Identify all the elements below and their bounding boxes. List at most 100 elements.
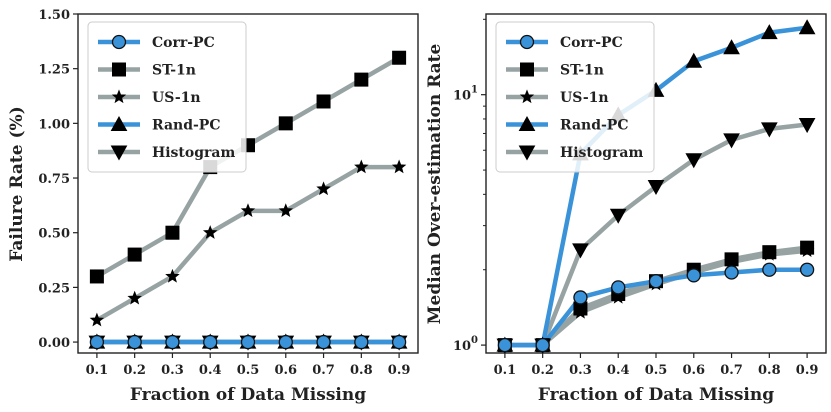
x-tick-label: 0.8 xyxy=(758,363,781,378)
point-st-1n xyxy=(392,50,407,65)
left-y-axis-label: Failure Rate (%) xyxy=(7,106,27,261)
x-tick-label: 0.5 xyxy=(237,363,260,378)
x-tick-label: 0.3 xyxy=(569,363,592,378)
point-corr-pc xyxy=(762,262,777,277)
point-us-1n xyxy=(391,159,407,174)
point-histogram xyxy=(685,153,703,169)
series-line-us-1n xyxy=(94,164,402,323)
y-tick-label: 0.25 xyxy=(38,281,70,296)
x-tick-label: 0.9 xyxy=(388,363,411,378)
point-corr-pc xyxy=(573,290,588,305)
y-tick-label: 100 xyxy=(453,335,478,354)
point-us-1n xyxy=(724,254,739,269)
legend-marker-us-1n xyxy=(519,89,535,104)
point-corr-pc xyxy=(354,334,369,350)
x-tick-label: 0.1 xyxy=(494,363,517,378)
point-us-1n xyxy=(240,203,256,217)
point-corr-pc xyxy=(497,337,513,353)
point-corr-pc xyxy=(648,274,664,289)
legend-marker-us-1n xyxy=(111,89,127,104)
point-corr-pc xyxy=(535,337,550,353)
point-st-1n xyxy=(165,225,180,240)
x-tick-label: 0.2 xyxy=(531,363,554,378)
point-st-1n xyxy=(278,116,293,131)
point-st-1n xyxy=(316,94,331,109)
legend-label-us-1n: US-1n xyxy=(152,90,201,106)
legend-label-st-1n: ST-1n xyxy=(152,63,196,79)
point-corr-pc xyxy=(686,268,701,283)
point-corr-pc xyxy=(278,334,293,350)
legend-label-corr-pc: Corr-PC xyxy=(152,35,215,51)
point-us-1n xyxy=(202,225,218,239)
point-us-1n xyxy=(573,304,588,319)
point-histogram xyxy=(647,179,665,196)
left-x-axis-label: Fraction of Data Missing xyxy=(130,385,366,405)
y-tick-label: 0.50 xyxy=(38,227,70,242)
x-tick-label: 0.2 xyxy=(123,363,146,378)
point-corr-pc xyxy=(724,265,739,280)
point-corr-pc xyxy=(799,262,815,277)
x-tick-label: 0.5 xyxy=(645,363,668,378)
right-legend: Corr-PC ST-1n US-1n Rand-PC Histogram xyxy=(495,21,655,173)
x-tick-label: 0.9 xyxy=(796,363,819,378)
point-corr-pc xyxy=(611,280,626,295)
legend-marker-st-1n xyxy=(520,62,534,77)
legend-marker-histogram xyxy=(110,145,128,161)
y-tick-label: 0.00 xyxy=(38,336,70,351)
point-corr-pc xyxy=(316,334,331,350)
legend-label-histogram: Histogram xyxy=(152,145,235,161)
point-histogram xyxy=(760,122,778,138)
y-tick-label: 0.75 xyxy=(38,172,70,187)
point-us-1n xyxy=(165,268,180,283)
left-legend: Corr-PC ST-1n US-1n Rand-PC Histogram xyxy=(87,21,247,173)
point-us-1n xyxy=(354,159,369,174)
over-estimation-chart: 0.1 0.2 0.3 0.4 0.5 0.6 0.7 0.8 0.9 100 101 Corr-P… xyxy=(425,13,827,405)
point-corr-pc xyxy=(391,334,407,350)
legend-box xyxy=(87,21,247,173)
legend-label-rand-pc: Rand-PC xyxy=(560,118,628,134)
point-corr-pc xyxy=(89,334,105,350)
x-tick-label: 0.6 xyxy=(274,363,297,378)
legend-label-corr-pc: Corr-PC xyxy=(560,35,623,51)
right-x-axis-label: Fraction of Data Missing xyxy=(538,385,774,405)
point-histogram xyxy=(572,243,589,259)
point-us-1n xyxy=(316,181,331,196)
legend-box xyxy=(495,21,655,173)
point-rand-pc xyxy=(685,52,703,68)
legend-label-st-1n: ST-1n xyxy=(560,63,604,79)
x-tick-label: 0.3 xyxy=(161,363,184,378)
legend-label-rand-pc: Rand-PC xyxy=(152,118,220,134)
x-tick-label: 0.8 xyxy=(350,363,373,378)
legend-marker-histogram xyxy=(518,145,536,161)
point-rand-pc xyxy=(760,24,778,40)
x-tick-label: 0.7 xyxy=(312,363,335,378)
point-us-1n xyxy=(127,290,142,305)
point-histogram xyxy=(723,133,740,149)
point-rand-pc xyxy=(723,39,740,55)
legend-marker-corr-pc xyxy=(111,34,127,50)
legend-marker-rand-pc xyxy=(110,115,128,131)
point-corr-pc xyxy=(240,334,256,350)
point-corr-pc xyxy=(165,334,180,350)
x-tick-label: 0.1 xyxy=(86,363,109,378)
point-us-1n xyxy=(799,243,815,257)
x-tick-label: 0.7 xyxy=(720,363,743,378)
legend-label-us-1n: US-1n xyxy=(560,90,609,106)
point-us-1n xyxy=(610,289,626,304)
legend-marker-corr-pc xyxy=(519,34,535,50)
y-tick-label: 1.00 xyxy=(38,117,70,132)
point-corr-pc xyxy=(127,334,142,350)
y-tick-label: 1.50 xyxy=(38,8,70,23)
point-histogram xyxy=(609,208,627,224)
failure-rate-chart: 0.1 0.2 0.3 0.4 0.5 0.6 0.7 0.8 0.9 0.00 0.25 0.50 0… xyxy=(7,8,419,405)
x-tick-label: 0.4 xyxy=(607,363,630,378)
point-histogram xyxy=(798,118,816,134)
right-y-axis-label: Median Over-estimation Rate xyxy=(425,44,445,325)
legend-marker-rand-pc xyxy=(518,115,536,131)
legend-label-histogram: Histogram xyxy=(560,145,643,161)
y-tick-label: 101 xyxy=(453,85,478,104)
legend-marker-st-1n xyxy=(112,62,126,77)
point-st-1n xyxy=(127,247,142,262)
point-us-1n xyxy=(278,203,294,217)
